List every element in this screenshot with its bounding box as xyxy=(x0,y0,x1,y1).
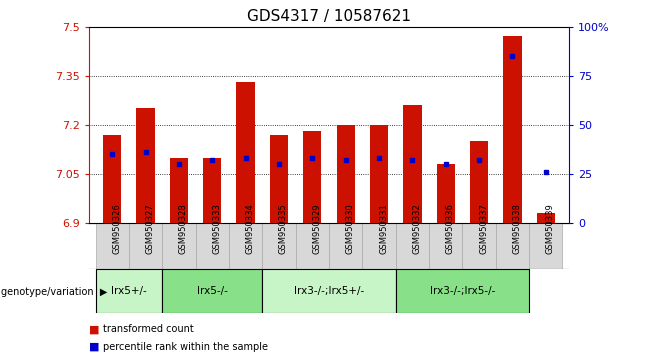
Text: GSM950335: GSM950335 xyxy=(279,203,288,254)
Text: GSM950338: GSM950338 xyxy=(513,203,521,254)
Bar xyxy=(470,141,488,223)
Text: ■: ■ xyxy=(89,324,99,334)
Text: GSM950339: GSM950339 xyxy=(546,203,555,254)
Text: GSM950334: GSM950334 xyxy=(245,203,255,254)
FancyBboxPatch shape xyxy=(429,223,463,269)
Text: GSM950331: GSM950331 xyxy=(379,203,388,254)
FancyBboxPatch shape xyxy=(329,223,363,269)
FancyBboxPatch shape xyxy=(495,223,529,269)
FancyBboxPatch shape xyxy=(395,269,529,313)
Bar xyxy=(236,82,255,223)
FancyBboxPatch shape xyxy=(395,223,429,269)
Bar xyxy=(336,125,355,223)
FancyBboxPatch shape xyxy=(363,223,395,269)
Text: lrx5-/-: lrx5-/- xyxy=(197,286,228,296)
Bar xyxy=(370,125,388,223)
Text: lrx5+/-: lrx5+/- xyxy=(111,286,147,296)
Text: GSM950332: GSM950332 xyxy=(413,203,421,254)
Title: GDS4317 / 10587621: GDS4317 / 10587621 xyxy=(247,9,411,24)
FancyBboxPatch shape xyxy=(95,223,129,269)
FancyBboxPatch shape xyxy=(463,223,495,269)
Text: GSM950330: GSM950330 xyxy=(345,203,355,254)
FancyBboxPatch shape xyxy=(195,223,229,269)
FancyBboxPatch shape xyxy=(263,223,295,269)
Bar xyxy=(503,36,522,223)
Text: GSM950333: GSM950333 xyxy=(213,203,221,254)
FancyBboxPatch shape xyxy=(129,223,163,269)
Bar xyxy=(203,158,222,223)
FancyBboxPatch shape xyxy=(95,269,163,313)
FancyBboxPatch shape xyxy=(163,269,263,313)
Bar xyxy=(170,158,188,223)
Text: lrx3-/-;lrx5-/-: lrx3-/-;lrx5-/- xyxy=(430,286,495,296)
Bar xyxy=(537,213,555,223)
Text: transformed count: transformed count xyxy=(103,324,194,334)
Text: lrx3-/-;lrx5+/-: lrx3-/-;lrx5+/- xyxy=(294,286,364,296)
Bar xyxy=(436,164,455,223)
Bar xyxy=(103,135,121,223)
Text: GSM950327: GSM950327 xyxy=(145,203,155,254)
Text: GSM950326: GSM950326 xyxy=(112,203,121,254)
Text: GSM950329: GSM950329 xyxy=(313,203,321,254)
FancyBboxPatch shape xyxy=(163,223,195,269)
Bar xyxy=(303,131,322,223)
Text: GSM950336: GSM950336 xyxy=(445,203,455,254)
Bar xyxy=(403,105,422,223)
FancyBboxPatch shape xyxy=(263,269,395,313)
Text: percentile rank within the sample: percentile rank within the sample xyxy=(103,342,268,352)
FancyBboxPatch shape xyxy=(529,223,563,269)
Text: GSM950337: GSM950337 xyxy=(479,203,488,254)
FancyBboxPatch shape xyxy=(229,223,263,269)
Bar xyxy=(270,135,288,223)
Text: GSM950328: GSM950328 xyxy=(179,203,188,254)
FancyBboxPatch shape xyxy=(295,223,329,269)
Text: genotype/variation  ▶: genotype/variation ▶ xyxy=(1,287,108,297)
Text: ■: ■ xyxy=(89,342,99,352)
Bar xyxy=(136,108,155,223)
